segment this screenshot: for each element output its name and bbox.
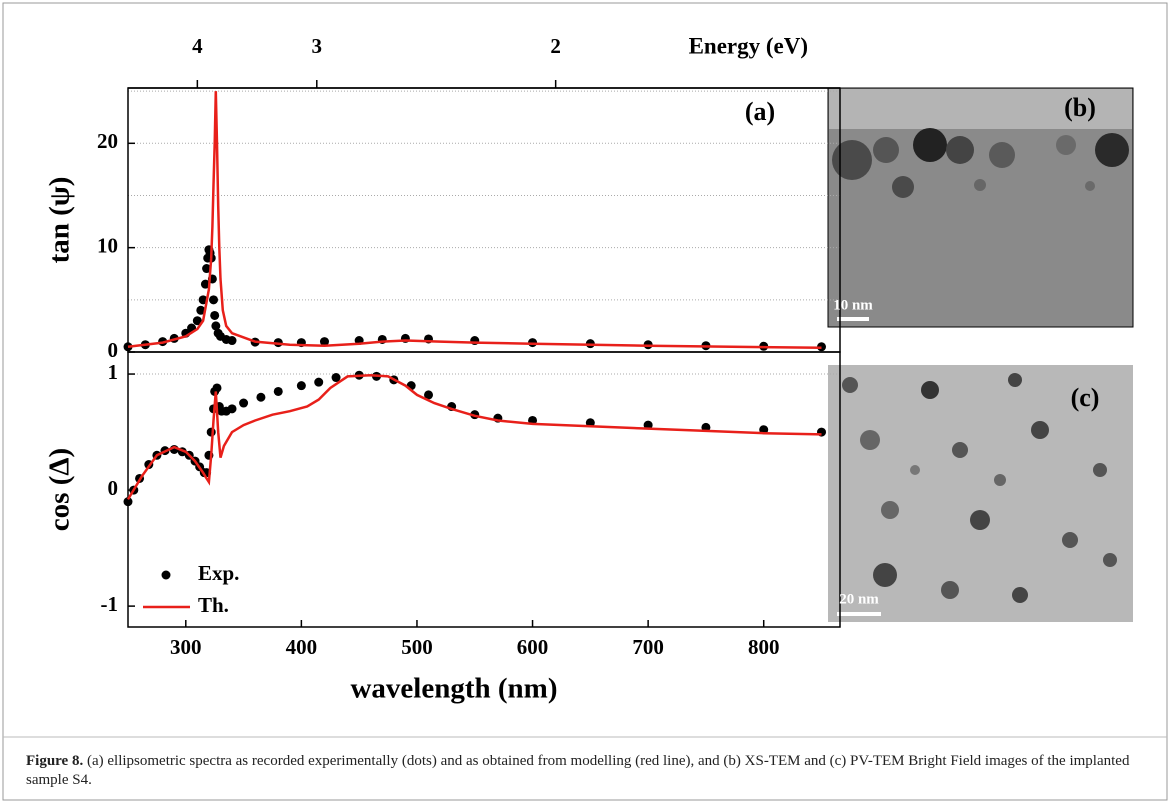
y-axis-label: cos (Δ) — [44, 448, 76, 531]
data-point — [123, 497, 133, 507]
data-point — [256, 392, 266, 402]
y-tick-label: -1 — [101, 592, 119, 616]
data-point — [314, 377, 324, 387]
data-point — [202, 264, 212, 274]
y-tick-label: 0 — [108, 338, 119, 362]
tem-image-c — [828, 365, 1133, 622]
panel-label: (a) — [745, 97, 775, 126]
x-tick-label: 300 — [170, 635, 202, 659]
x2-tick-label: 3 — [312, 34, 323, 58]
x-tick-label: 800 — [748, 635, 780, 659]
data-point — [296, 381, 306, 391]
y-tick-label: 1 — [108, 360, 119, 384]
theory-line — [126, 373, 822, 501]
y-tick-label: 0 — [108, 476, 119, 500]
data-point — [319, 337, 329, 347]
tem-image-b — [827, 87, 1134, 328]
x2-axis-label: Energy (eV) — [689, 33, 808, 58]
caption: Figure 8. (a) ellipsometric spectra as r… — [26, 752, 1136, 790]
y-tick-label: 10 — [97, 233, 118, 257]
legend-swatch — [161, 570, 171, 580]
x-tick-label: 500 — [401, 635, 433, 659]
data-point — [273, 386, 283, 396]
data-point — [196, 305, 206, 315]
panel-label: (b) — [1064, 93, 1096, 122]
scale-bar-label: 10 nm — [833, 297, 873, 313]
y-axis-label: tan (ψ) — [44, 177, 76, 264]
legend-label: Exp. — [198, 561, 239, 585]
x2-tick-label: 2 — [550, 34, 561, 58]
data-point — [200, 279, 210, 289]
data-point — [424, 390, 434, 400]
plot-frame — [127, 87, 841, 353]
legend-label: Th. — [198, 593, 229, 617]
data-point — [211, 321, 221, 331]
x-tick-label: 400 — [286, 635, 318, 659]
data-point — [210, 310, 220, 320]
x-axis-label: wavelength (nm) — [350, 673, 557, 705]
y-tick-label: 20 — [97, 129, 118, 153]
theory-line — [127, 91, 822, 350]
x-tick-label: 700 — [632, 635, 664, 659]
plot-frame — [127, 351, 841, 628]
scale-bar-label: 20 nm — [839, 591, 879, 607]
caption-label: Figure 8. — [26, 753, 84, 769]
data-point — [331, 373, 341, 383]
x2-tick-label: 4 — [192, 34, 203, 58]
caption-text: (a) ellipsometric spectra as recorded ex… — [26, 753, 1130, 788]
data-point — [227, 404, 237, 414]
data-point — [209, 295, 219, 305]
data-point — [192, 316, 202, 326]
data-point — [227, 336, 237, 346]
data-point — [239, 398, 249, 408]
panel-label: (c) — [1071, 383, 1100, 412]
data-point — [206, 427, 216, 437]
x-tick-label: 600 — [517, 635, 549, 659]
data-point — [212, 383, 222, 393]
